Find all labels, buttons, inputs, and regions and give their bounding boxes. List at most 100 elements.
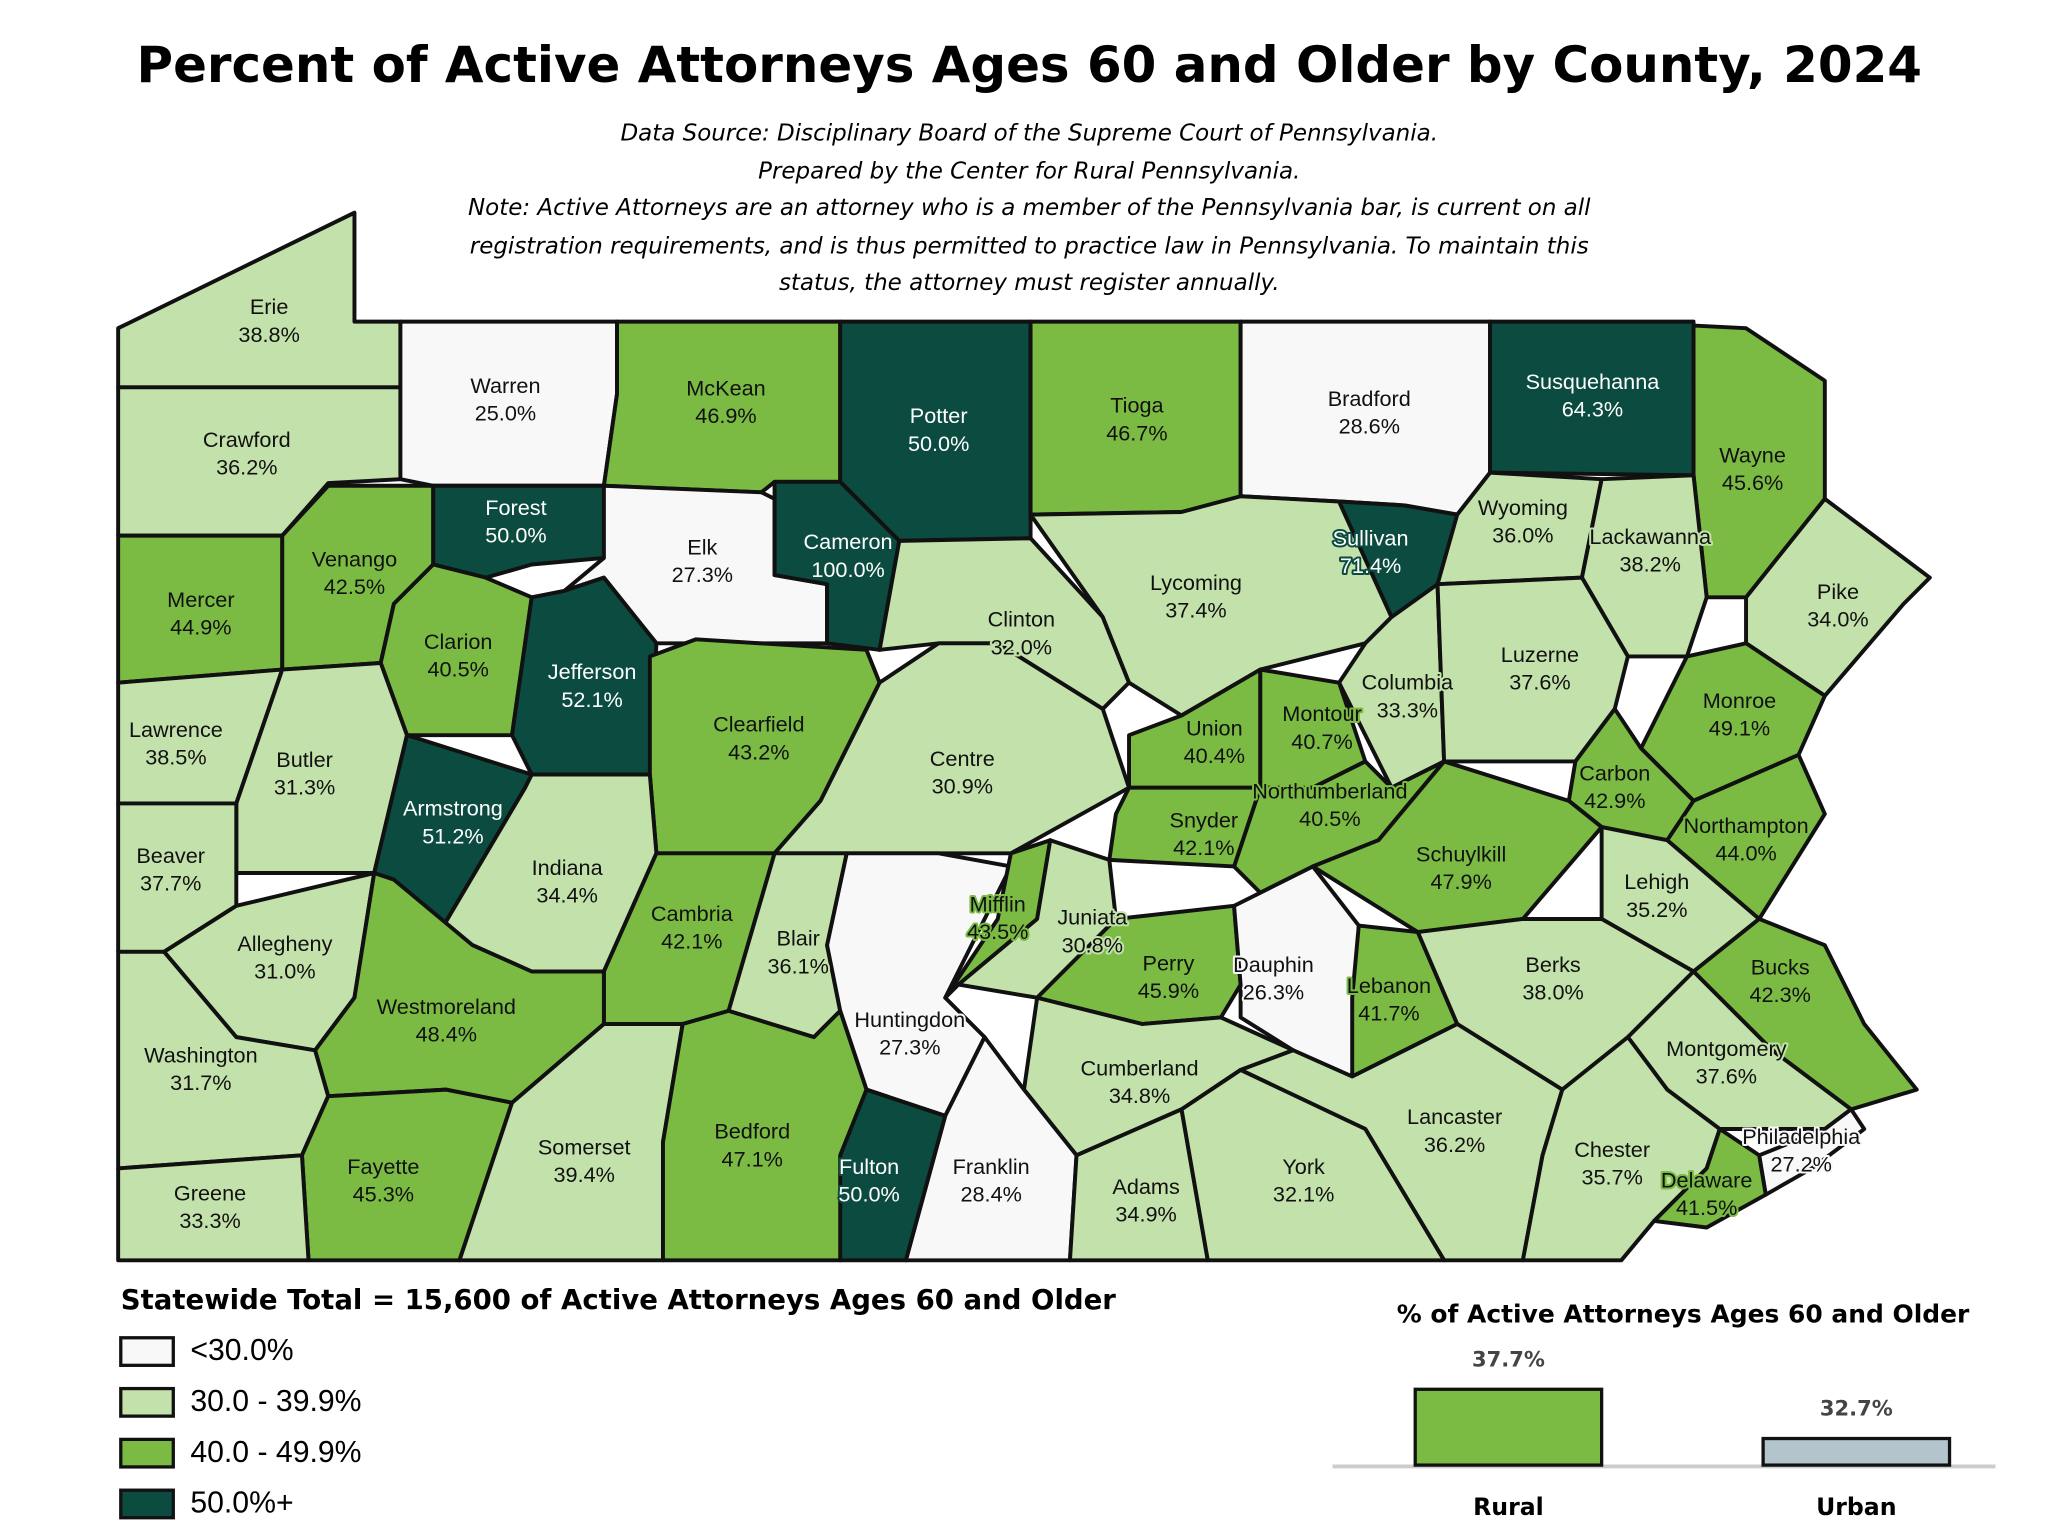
county-name: Union — [1186, 716, 1243, 741]
county-name: Northampton — [1683, 813, 1808, 838]
county-value: 25.0% — [475, 401, 536, 426]
legend-title: Statewide Total = 15,600 of Active Attor… — [121, 1284, 1117, 1316]
county-name: Dauphin — [1233, 952, 1314, 977]
county — [838, 1087, 948, 1263]
county-name: Centre — [930, 746, 995, 771]
county-name: Cambria — [651, 901, 734, 926]
legend: <30.0% 30.0 - 39.9% 40.0 - 49.9% 50.0%+ — [119, 1334, 362, 1520]
county — [1652, 1127, 1768, 1230]
county-value: 35.7% — [1581, 1165, 1642, 1190]
county-value: 41.7% — [1358, 1001, 1419, 1026]
county-name: Lebanon — [1347, 973, 1431, 998]
county-name: Indiana — [532, 855, 604, 880]
county-value: 38.8% — [238, 322, 299, 347]
county-value: 40.5% — [1299, 806, 1360, 831]
county-value: 38.0% — [1522, 980, 1583, 1005]
county-value: 38.5% — [145, 745, 206, 770]
county-value: 34.4% — [536, 882, 597, 907]
county-name: Beaver — [136, 843, 205, 868]
county-name: Allegheny — [237, 931, 332, 956]
legend-label: 50.0%+ — [190, 1487, 293, 1520]
note: Note: Active Attorneys are an attorney w… — [468, 195, 1591, 221]
county-name: Bedford — [714, 1119, 790, 1144]
county-name: Monroe — [1703, 688, 1776, 713]
legend-label: 40.0 - 49.9% — [190, 1436, 361, 1469]
county-name: Juniata — [1057, 905, 1128, 930]
county-name: Clinton — [988, 607, 1055, 632]
county-name: Lycoming — [1150, 570, 1242, 595]
county-value: 37.7% — [140, 871, 201, 896]
county-name: Chester — [1574, 1137, 1650, 1162]
source: Data Source: Disciplinary Board of the S… — [620, 120, 1438, 146]
county-value: 36.2% — [1424, 1132, 1485, 1157]
note: registration requirements, and is thus p… — [470, 233, 1589, 259]
county-name: Crawford — [203, 427, 291, 452]
county-name: Butler — [276, 747, 333, 772]
county-value: 28.6% — [1339, 414, 1400, 439]
county-name: Clearfield — [713, 712, 804, 737]
county — [116, 1153, 311, 1263]
county-value: 71.4% — [1340, 553, 1401, 578]
county-value: 36.2% — [216, 454, 277, 479]
county-value: 45.3% — [353, 1182, 414, 1207]
county-name: Pike — [1817, 579, 1859, 604]
county-name: York — [1282, 1154, 1325, 1179]
county-value: 31.7% — [170, 1070, 231, 1095]
county-name: Fayette — [347, 1154, 419, 1179]
county-name: Huntingdon — [854, 1007, 965, 1032]
county-value: 33.3% — [1377, 697, 1438, 722]
county-value: 35.2% — [1626, 897, 1687, 922]
county-value: 26.3% — [1243, 980, 1304, 1005]
county-name: Somerset — [538, 1134, 631, 1159]
county-name: Sullivan — [1333, 525, 1409, 550]
county-value: 38.2% — [1620, 552, 1681, 577]
county-value: 42.3% — [1749, 982, 1810, 1007]
county-name: Tioga — [1110, 393, 1164, 418]
county-name: Fulton — [839, 1154, 899, 1179]
bar-value-label: 37.7% — [1472, 1347, 1545, 1371]
county — [1107, 785, 1263, 869]
county-name: Wayne — [1719, 443, 1786, 468]
county-name: Columbia — [1362, 670, 1454, 695]
county-name: Susquehanna — [1526, 369, 1661, 394]
legend-swatch — [119, 1488, 175, 1520]
county — [1179, 1067, 1447, 1263]
county-value: 42.5% — [324, 574, 385, 599]
county-value: 31.3% — [274, 775, 335, 800]
county-name: Clarion — [424, 629, 493, 654]
county-value: 42.1% — [1173, 835, 1234, 860]
county-labels: Erie38.8%Crawford36.2%Warren25.0%McKean4… — [127, 292, 1871, 1235]
county — [1028, 319, 1243, 517]
prepared-by: Prepared by the Center for Rural Pennsyl… — [758, 158, 1300, 184]
county-value: 48.4% — [416, 1022, 477, 1047]
legend-swatch — [119, 1437, 175, 1469]
county-value: 44.0% — [1715, 840, 1776, 865]
county-name: Armstrong — [403, 796, 503, 821]
county-name: Northumberland — [1252, 779, 1407, 804]
county-name: Wyoming — [1478, 495, 1568, 520]
county-value: 32.1% — [1273, 1182, 1334, 1207]
county-value: 50.0% — [838, 1182, 899, 1207]
county-name: Washington — [144, 1043, 258, 1068]
county-value: 100.0% — [811, 557, 884, 582]
county-name: Luzerne — [1501, 642, 1579, 667]
county-value: 46.7% — [1106, 420, 1167, 445]
county-value: 42.1% — [661, 928, 722, 953]
county-value: 50.0% — [908, 431, 969, 456]
county-name: Cumberland — [1081, 1056, 1199, 1081]
county-name: Bucks — [1751, 955, 1810, 980]
county-name: Warren — [470, 373, 540, 398]
county-name: Berks — [1525, 952, 1581, 977]
county-name: Schuylkill — [1416, 842, 1506, 867]
county-name: Mercer — [167, 587, 234, 612]
county-value: 46.9% — [695, 403, 756, 428]
county-name: Venango — [312, 546, 398, 571]
inset-chart: % of Active Attorneys Ages 60 and Older … — [1332, 1299, 1996, 1521]
county-name: Elk — [687, 534, 717, 559]
county-name: Montgomery — [1666, 1036, 1787, 1061]
county-value: 37.6% — [1509, 670, 1570, 695]
county-name: Greene — [174, 1180, 246, 1205]
bar — [1413, 1387, 1604, 1467]
